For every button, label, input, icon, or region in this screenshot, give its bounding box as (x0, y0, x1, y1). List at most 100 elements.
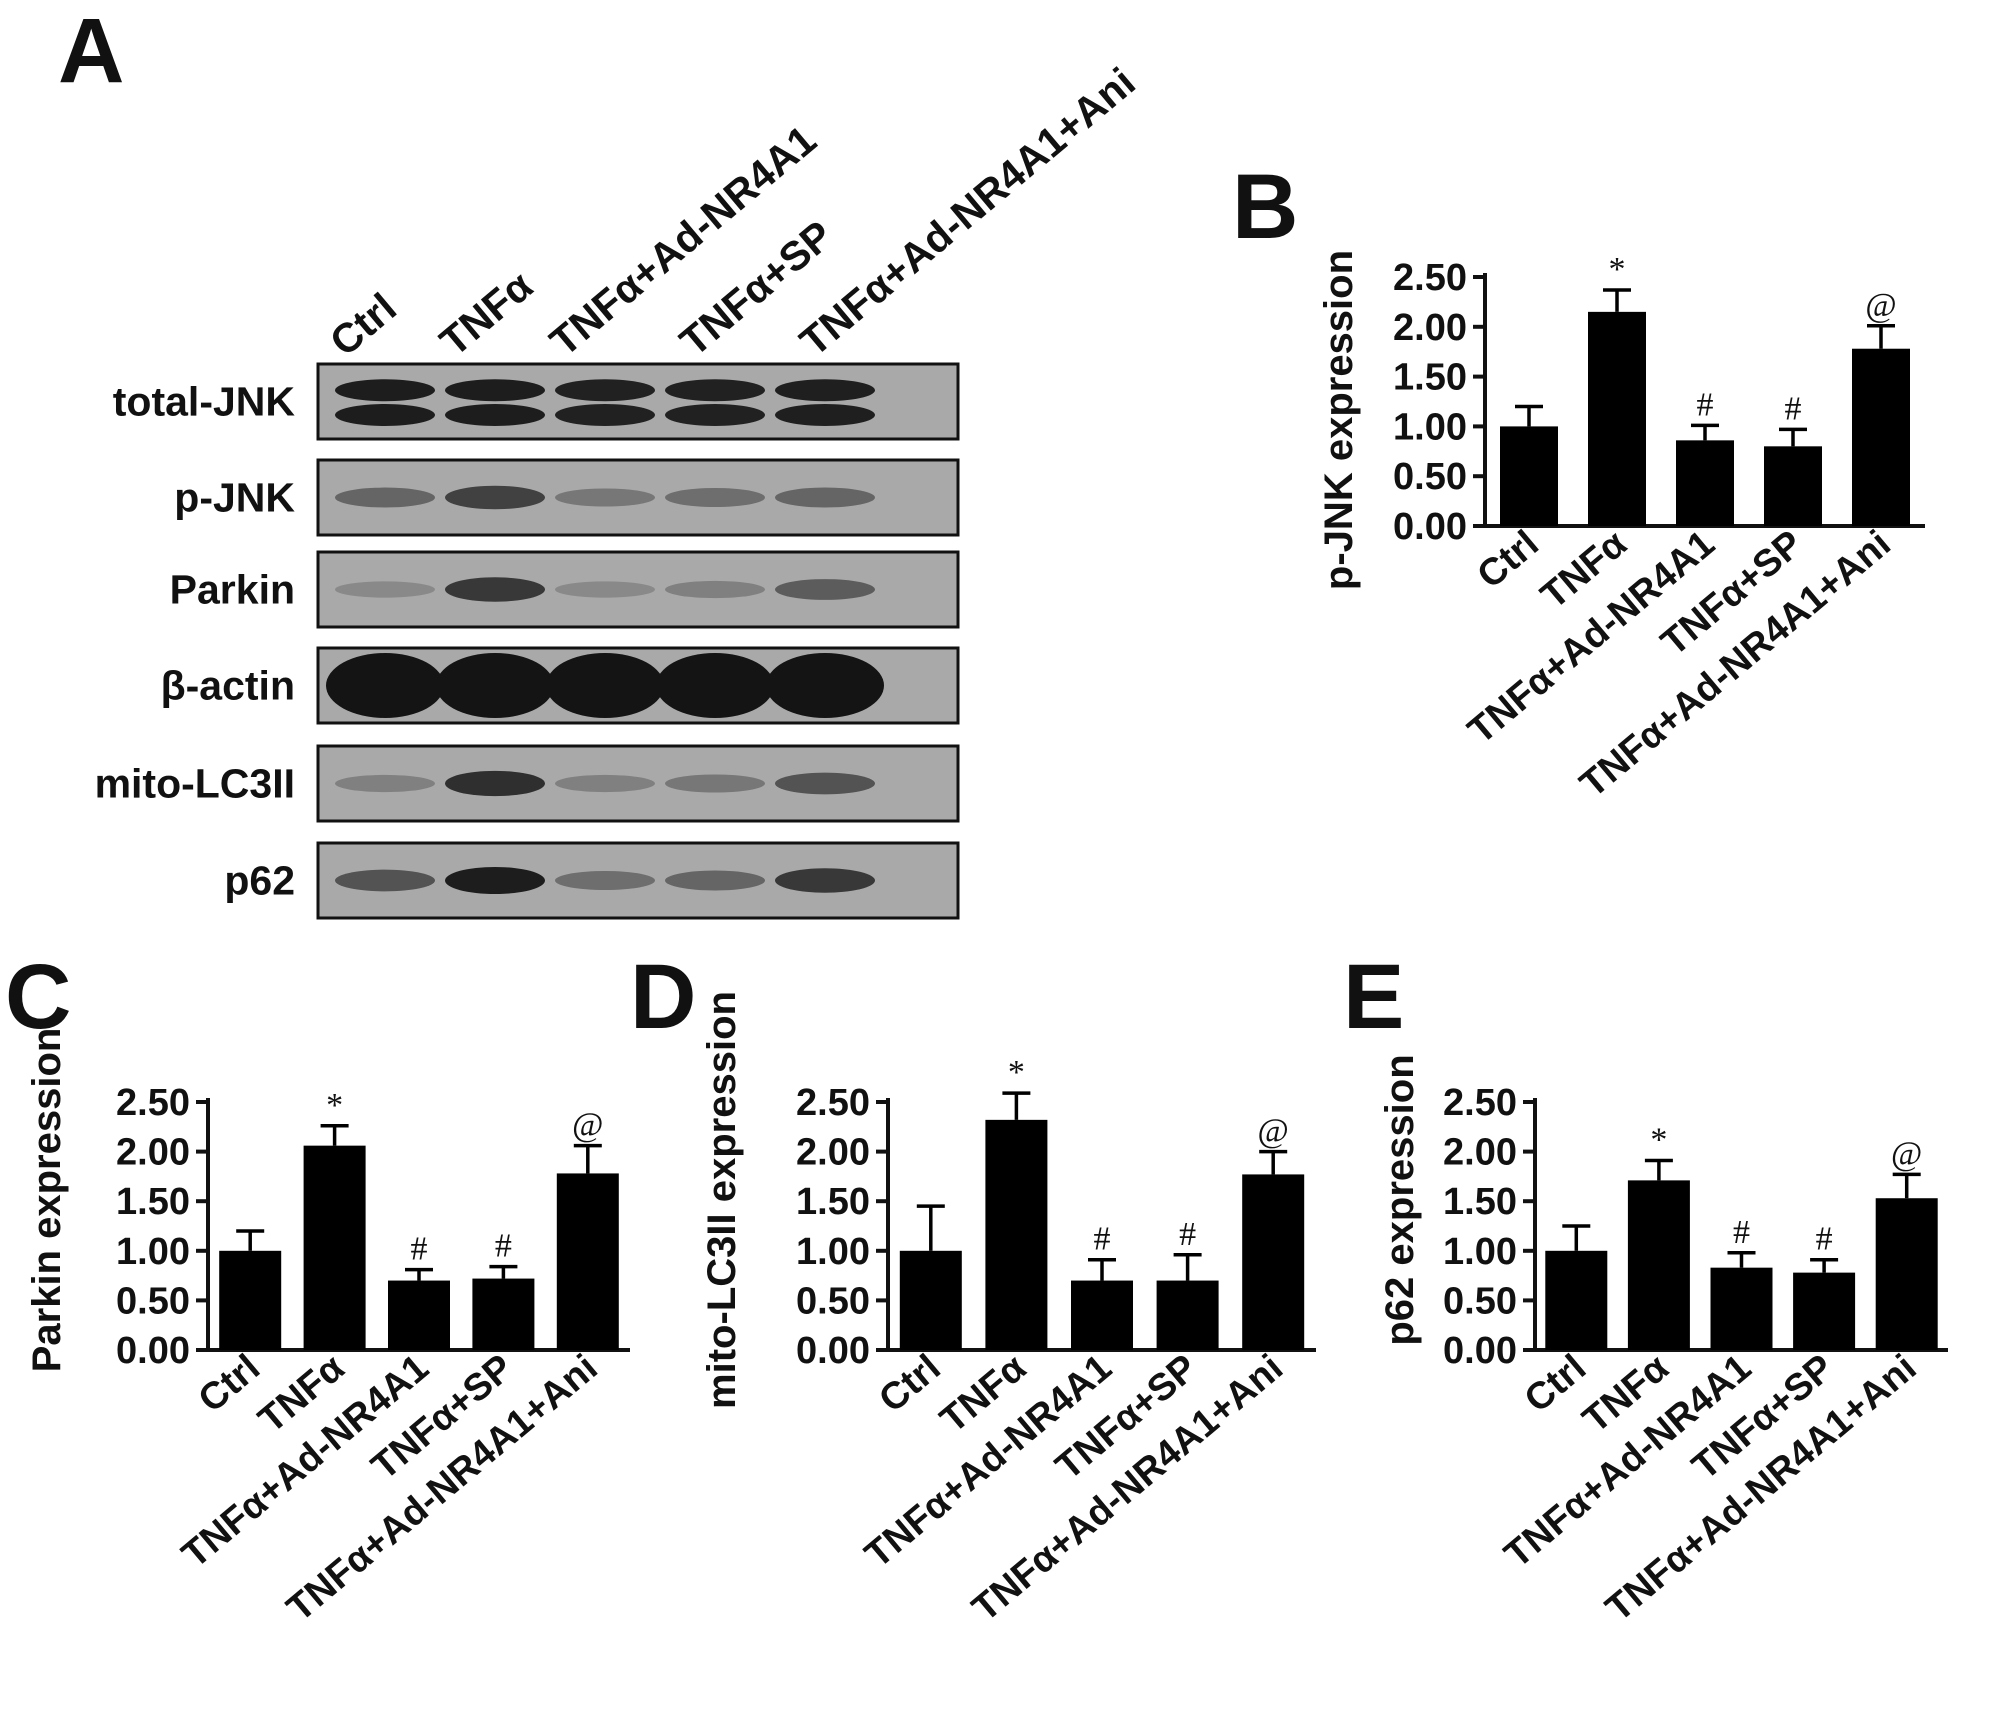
bar (1627, 1180, 1690, 1350)
panel-letter-c: C (5, 946, 71, 1048)
blot-band (775, 772, 875, 795)
y-tick-label: 0.50 (1393, 456, 1467, 498)
blot-row-label: Parkin (170, 567, 295, 613)
blot-band (445, 577, 545, 602)
bar (1764, 446, 1822, 526)
y-tick-label: 1.50 (796, 1181, 870, 1223)
blot-band (555, 488, 655, 507)
y-tick-label: 2.50 (1443, 1082, 1517, 1124)
y-tick-label: 1.00 (116, 1231, 190, 1273)
blot-band (775, 487, 875, 508)
bar (1710, 1267, 1773, 1350)
bar (1545, 1250, 1608, 1350)
significance-mark: # (1697, 386, 1714, 423)
y-axis-title: p-JNK expression (1317, 250, 1361, 590)
blot-band (665, 870, 765, 891)
y-tick-label: 2.50 (116, 1082, 190, 1124)
significance-mark: @ (1891, 1135, 1922, 1172)
significance-mark: @ (1258, 1113, 1289, 1150)
blot-band (445, 770, 545, 797)
y-tick-label: 0.50 (796, 1280, 870, 1322)
blot-band (775, 404, 875, 426)
y-tick-label: 0.50 (116, 1280, 190, 1322)
y-tick-label: 2.00 (1393, 307, 1467, 349)
significance-mark: # (1785, 390, 1802, 427)
blot-band (555, 871, 655, 890)
significance-mark: # (1816, 1221, 1833, 1258)
blot-band (335, 581, 435, 598)
y-axis-title: p62 expression (1378, 1054, 1422, 1345)
blot-band (665, 774, 765, 793)
y-tick-label: 1.50 (1443, 1181, 1517, 1223)
blot-band (665, 404, 765, 426)
significance-mark: * (1650, 1122, 1667, 1159)
bar (388, 1280, 450, 1350)
significance-mark: * (1609, 251, 1626, 288)
blot-band (445, 866, 545, 895)
y-tick-label: 2.00 (796, 1132, 870, 1174)
blot-band (445, 379, 545, 402)
bar (899, 1250, 962, 1350)
bar (1875, 1198, 1938, 1350)
blot-lane-label: TNFα (431, 262, 541, 365)
blot-band (335, 404, 435, 426)
bar (1071, 1280, 1133, 1350)
panel-letter-a: A (58, 0, 124, 102)
bar (1500, 426, 1558, 526)
blot-row-label: mito-LC3II (95, 761, 295, 807)
western-blot: Ctrl TNFα TNFα+Ad-NR4A1TNFα+SPTNFα+Ad-NR4A… (95, 59, 1144, 920)
blot-band (555, 404, 655, 426)
blot-band (326, 653, 444, 718)
blot-lane-label: TNFα+Ad-NR4A1+Ani (791, 59, 1144, 365)
significance-mark: @ (1865, 287, 1896, 324)
y-tick-label: 1.00 (1393, 406, 1467, 448)
blot-band (546, 653, 664, 718)
y-tick-label: 0.00 (1393, 506, 1467, 548)
blot-band (555, 379, 655, 402)
significance-mark: # (1179, 1216, 1196, 1253)
bar (472, 1278, 535, 1350)
significance-mark: # (1094, 1221, 1111, 1258)
significance-mark: # (1733, 1214, 1750, 1251)
bar (1852, 348, 1910, 526)
blot-band (665, 379, 765, 402)
blot-band (445, 404, 545, 426)
significance-mark: @ (572, 1107, 603, 1144)
blot-band (445, 485, 545, 510)
y-tick-label: 2.50 (1393, 257, 1467, 299)
blot-band (335, 487, 435, 508)
blot-band (555, 581, 655, 598)
blot-band (665, 488, 765, 507)
panel-letter-b: B (1232, 156, 1298, 258)
y-tick-label: 1.00 (1443, 1231, 1517, 1273)
panel-letter-e: E (1343, 946, 1404, 1048)
blot-row-label: p62 (224, 858, 295, 904)
bar-chart-b: Bp-JNK expression 0.00 0.50 1.00 1.50 2.00 2.5… (1232, 156, 1925, 806)
y-tick-label: 0.00 (1443, 1330, 1517, 1372)
blot-band (665, 580, 765, 599)
blot-strip (316, 362, 960, 441)
blot-band (766, 653, 884, 718)
bar (1588, 311, 1646, 526)
bar (985, 1119, 1048, 1350)
y-tick-label: 0.50 (1443, 1280, 1517, 1322)
bar (1242, 1174, 1305, 1350)
significance-mark: # (495, 1228, 512, 1265)
blot-band (555, 774, 655, 793)
y-tick-label: 2.50 (796, 1082, 870, 1124)
bar (1793, 1272, 1856, 1350)
significance-mark: * (1008, 1054, 1025, 1091)
bar-charts: Bp-JNK expression 0.00 0.50 1.00 1.50 2.00 2.5… (5, 156, 1948, 1630)
bar (219, 1250, 282, 1350)
bar (303, 1145, 366, 1350)
blot-band (775, 868, 875, 893)
blot-row-label: p-JNK (174, 475, 295, 521)
y-axis-title: mito-LC3II expression (700, 991, 744, 1409)
blot-band (335, 869, 435, 892)
y-tick-label: 1.00 (796, 1231, 870, 1273)
blot-band (775, 379, 875, 402)
blot-band (656, 653, 774, 718)
